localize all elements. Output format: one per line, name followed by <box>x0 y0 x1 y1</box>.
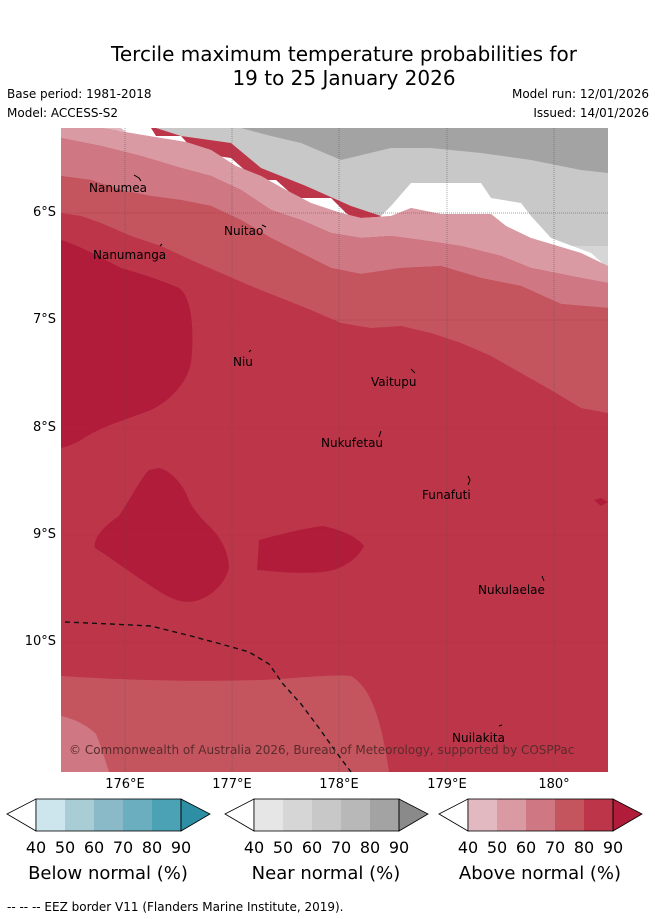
near-tick-90: 90 <box>388 838 410 857</box>
near-normal-title: Near normal (%) <box>251 863 401 884</box>
near-tick-40: 40 <box>243 838 265 857</box>
above-swatch-50 <box>497 799 526 831</box>
above-over-arrow <box>612 798 643 832</box>
lat-label-10s: 10°S <box>24 634 56 649</box>
copyright-notice: © Commonwealth of Australia 2026, Bureau… <box>69 743 575 757</box>
place-label-nukufetau: Nukufetau <box>321 436 384 450</box>
lon-label-176e: 176°E <box>105 777 145 792</box>
lat-label-6s: 6°S <box>32 205 56 220</box>
below-swatch-40 <box>36 799 65 831</box>
above-60-bottom-corner <box>61 716 109 772</box>
below-over-arrow <box>180 798 211 832</box>
place-label-nukulaelae: Nukulaelae <box>478 583 545 597</box>
lat-label-8s: 8°S <box>32 420 56 435</box>
island-funafuti <box>467 475 471 486</box>
above-90-east-sliver <box>594 498 608 506</box>
near-swatch-40 <box>254 799 283 831</box>
island-niu <box>248 349 252 353</box>
near-swatch-50 <box>283 799 312 831</box>
near-normal-80-band <box>241 128 608 173</box>
island-nanumanga <box>159 243 163 247</box>
below-under-arrow <box>6 798 37 832</box>
near-tick-50: 50 <box>272 838 294 857</box>
colorbar-near-normal <box>224 798 429 832</box>
eez-border-line <box>64 621 352 772</box>
lon-label-179e: 179°E <box>427 777 467 792</box>
colorbars-svg <box>6 798 643 832</box>
base-period: Base period: 1981-2018 <box>7 87 152 101</box>
near-swatch-60 <box>312 799 341 831</box>
lat-label-9s: 9°S <box>32 527 56 542</box>
island-marks <box>133 174 545 727</box>
island-nanumea <box>133 174 142 182</box>
lon-label-180: 180° <box>538 777 570 792</box>
model-name: Model: ACCESS-S2 <box>7 106 119 120</box>
above-swatch-60 <box>526 799 555 831</box>
map-svg[interactable] <box>61 128 608 772</box>
colorbar-below-normal <box>6 798 211 832</box>
white-gap-upper <box>111 128 608 276</box>
near-under-arrow <box>224 798 255 832</box>
below-tick-80: 80 <box>141 838 163 857</box>
near-tick-60: 60 <box>301 838 323 857</box>
place-label-nanumanga: Nanumanga <box>93 248 167 262</box>
above-70-band <box>61 176 608 413</box>
lon-label-178e: 178°E <box>319 777 359 792</box>
issued-date: Issued: 14/01/2026 <box>533 106 649 120</box>
model-run: Model run: 12/01/2026 <box>511 87 649 101</box>
above-tick-90: 90 <box>602 838 624 857</box>
above-tick-40: 40 <box>457 838 479 857</box>
above-normal-title: Above normal (%) <box>458 863 622 884</box>
below-swatch-50 <box>65 799 94 831</box>
island-nuitao <box>261 224 267 228</box>
above-60-band <box>61 138 608 308</box>
below-swatch-80 <box>152 799 181 831</box>
lat-label-7s: 7°S <box>32 312 56 327</box>
near-swatch-80 <box>370 799 399 831</box>
place-label-vaitupu: Vaitupu <box>371 375 417 389</box>
island-nuilakita <box>498 724 503 727</box>
island-nukulaelae <box>541 575 545 582</box>
below-tick-40: 40 <box>25 838 47 857</box>
above-tick-50: 50 <box>486 838 508 857</box>
below-swatch-60 <box>94 799 123 831</box>
above-swatch-80 <box>584 799 613 831</box>
map-title-line1: Tercile maximum temperature probabilitie… <box>111 42 577 66</box>
above-tick-70: 70 <box>544 838 566 857</box>
above-90-west-patch <box>61 240 193 448</box>
below-tick-90: 90 <box>170 838 192 857</box>
below-tick-60: 60 <box>83 838 105 857</box>
near-over-arrow <box>398 798 429 832</box>
place-label-niu: Niu <box>233 355 253 369</box>
below-normal-title: Below normal (%) <box>28 863 188 884</box>
grid-lines <box>61 128 608 772</box>
above-50-band <box>61 128 608 283</box>
above-tick-60: 60 <box>515 838 537 857</box>
near-normal-60-band <box>141 128 608 246</box>
above-under-arrow <box>438 798 469 832</box>
above-swatch-70 <box>555 799 584 831</box>
above-90-south-patch <box>257 526 364 573</box>
below-tick-70: 70 <box>112 838 134 857</box>
eez-footer-note: -- -- -- EEZ border V11 (Flanders Marine… <box>7 900 344 914</box>
colorbar-above-normal <box>438 798 643 832</box>
near-tick-70: 70 <box>330 838 352 857</box>
above-tick-80: 80 <box>573 838 595 857</box>
above-swatch-40 <box>468 799 497 831</box>
near-tick-80: 80 <box>359 838 381 857</box>
place-label-nuitao: Nuitao <box>224 224 264 238</box>
lon-label-177e: 177°E <box>212 777 252 792</box>
place-label-funafuti: Funafuti <box>422 488 471 502</box>
map-panel[interactable] <box>61 128 608 772</box>
island-nukufetau <box>378 430 382 438</box>
place-label-nanumea: Nanumea <box>89 181 147 195</box>
map-title-line2: 19 to 25 January 2026 <box>232 66 456 90</box>
place-label-nuilakita: Nuilakita <box>452 731 505 745</box>
near-swatch-70 <box>341 799 370 831</box>
below-swatch-70 <box>123 799 152 831</box>
above-70-bottom-band <box>61 675 389 772</box>
below-tick-50: 50 <box>54 838 76 857</box>
island-vaitupu <box>410 368 416 374</box>
